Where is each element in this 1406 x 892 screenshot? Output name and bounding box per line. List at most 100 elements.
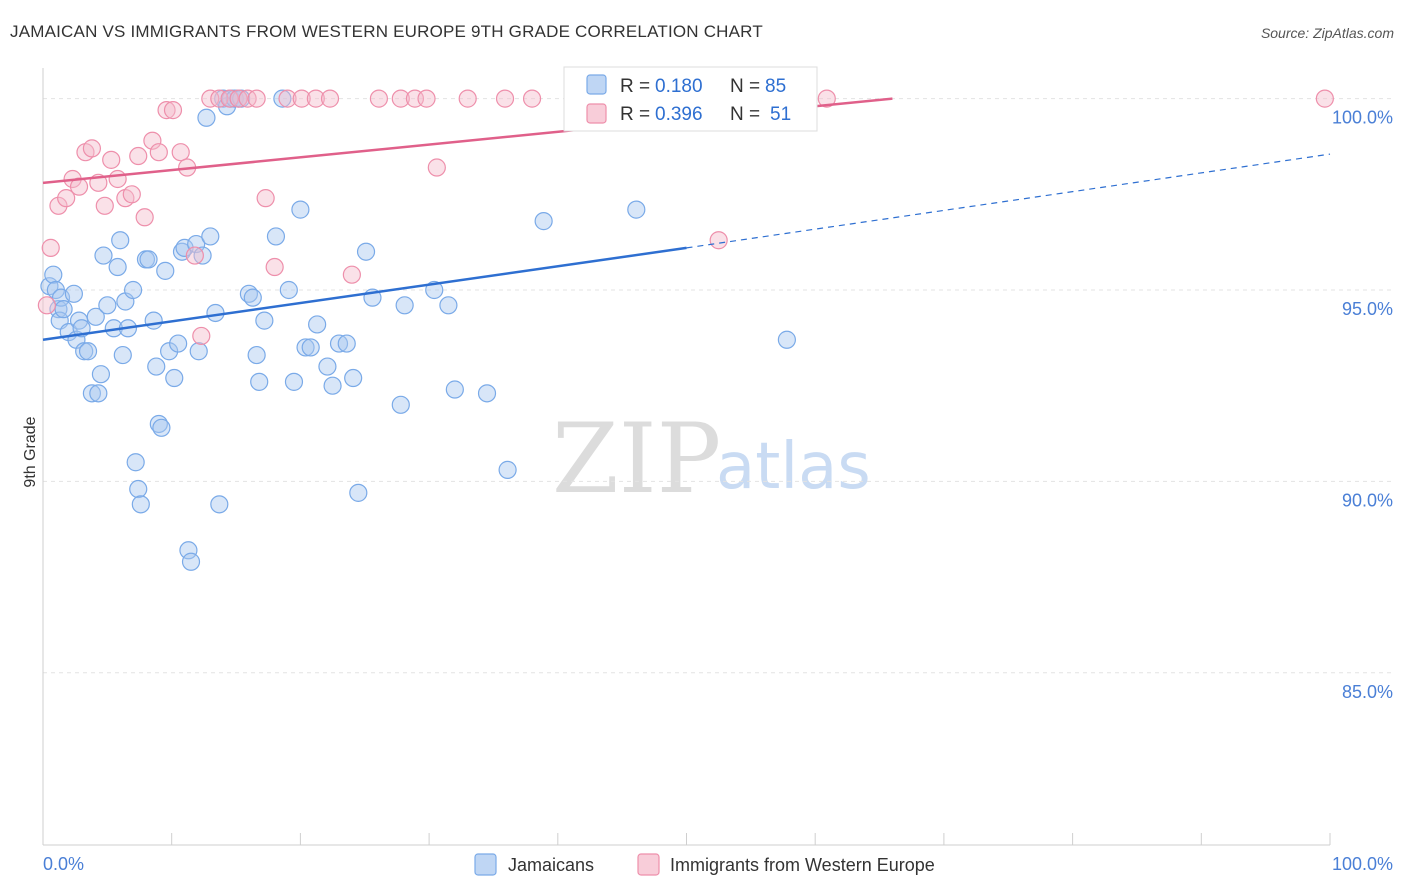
jamaicans-point-76 bbox=[356, 242, 376, 261]
western-europe-point-22 bbox=[185, 246, 204, 265]
jamaicans-point-66 bbox=[291, 200, 310, 219]
western-europe-point-41 bbox=[427, 158, 446, 177]
series-legend: Jamaicans Immigrants from Western Europe bbox=[474, 853, 935, 876]
western-europe-point-3 bbox=[57, 189, 76, 208]
jamaicans-point-1 bbox=[44, 265, 63, 284]
western-europe-point-0 bbox=[37, 296, 56, 315]
y-tick-labels: 85.0% 90.0% 95.0% 100.0% bbox=[1332, 108, 1393, 702]
legend-r-label-1: R = bbox=[620, 76, 650, 97]
legend-swatch-western-europe bbox=[586, 103, 607, 124]
jamaicans-point-12 bbox=[75, 342, 94, 361]
jamaicans-point-81 bbox=[439, 296, 458, 315]
jamaicans-point-68 bbox=[301, 338, 320, 357]
western-europe-point-1 bbox=[41, 238, 60, 257]
jamaicans-point-69 bbox=[308, 315, 327, 334]
legend-n-value-2: 51 bbox=[770, 104, 791, 125]
jamaicans-point-79 bbox=[395, 296, 414, 315]
western-europe-point-29 bbox=[247, 89, 266, 108]
x-ticks bbox=[42, 833, 1331, 845]
jamaicans-point-58 bbox=[243, 288, 262, 307]
western-europe-point-25 bbox=[210, 89, 229, 108]
jamaicans-point-85 bbox=[534, 212, 553, 231]
western-europe-point-16 bbox=[143, 131, 162, 150]
bottom-legend-swatch-western-europe bbox=[637, 853, 660, 876]
jamaicans-point-65 bbox=[284, 372, 304, 391]
jamaicans-point-19 bbox=[98, 296, 117, 315]
jamaicans-point-50 bbox=[210, 495, 229, 514]
jamaicans-point-23 bbox=[113, 345, 132, 365]
jamaicans-point-59 bbox=[247, 345, 266, 365]
western-europe-point-50 bbox=[1315, 89, 1334, 108]
jamaicans-point-8 bbox=[64, 284, 83, 303]
legend-r-label-2: R = bbox=[620, 104, 650, 125]
jamaicans-point-41 bbox=[175, 238, 194, 257]
jamaicans-point-29 bbox=[131, 495, 150, 514]
legend-swatch-jamaicans bbox=[586, 74, 607, 95]
jamaicans-point-47 bbox=[197, 108, 216, 127]
western-europe-point-42 bbox=[458, 89, 477, 108]
jamaicans-trend-line bbox=[42, 246, 687, 341]
jamaicans-point-15 bbox=[86, 307, 105, 326]
jamaicans-point-17 bbox=[91, 365, 111, 384]
western-europe-point-18 bbox=[157, 101, 176, 120]
y-tick-label-90: 90.0% bbox=[1342, 490, 1393, 510]
jamaicans-point-28 bbox=[129, 479, 148, 499]
western-europe-point-2 bbox=[49, 196, 68, 215]
legend-n-label-1: N = bbox=[730, 76, 760, 97]
bottom-legend-swatch-jamaicans bbox=[474, 853, 497, 876]
western-europe-point-36 bbox=[342, 265, 361, 284]
bottom-legend-label-jamaicans: Jamaicans bbox=[508, 855, 594, 875]
western-europe-point-23 bbox=[192, 326, 211, 346]
legend-n-value-1: 85 bbox=[765, 76, 786, 97]
jamaicans-point-31 bbox=[139, 250, 158, 269]
western-europe-point-32 bbox=[278, 89, 297, 108]
jamaicans-point-39 bbox=[169, 334, 188, 353]
jamaicans-point-63 bbox=[273, 89, 292, 108]
jamaicans-point-67 bbox=[296, 338, 315, 357]
jamaicans-trend-extension bbox=[686, 153, 1331, 249]
jamaicans-point-70 bbox=[318, 357, 337, 376]
chart-title: JAMAICAN VS IMMIGRANTS FROM WESTERN EURO… bbox=[10, 22, 763, 41]
western-europe-point-35 bbox=[320, 89, 340, 108]
jamaicans-point-45 bbox=[189, 342, 208, 361]
western-europe-point-13 bbox=[122, 185, 141, 204]
series-jamaicans bbox=[40, 89, 796, 571]
watermark-zip: ZIP bbox=[552, 403, 721, 515]
x-tick-label-min: 0.0% bbox=[43, 854, 84, 874]
x-tick-label-max: 100.0% bbox=[1332, 854, 1393, 874]
jamaicans-point-33 bbox=[147, 357, 166, 376]
jamaicans-point-26 bbox=[123, 280, 143, 300]
jamaicans-point-32 bbox=[144, 311, 163, 330]
western-europe-point-9 bbox=[95, 196, 114, 215]
jamaicans-point-83 bbox=[477, 384, 497, 403]
jamaicans-point-42 bbox=[179, 541, 198, 560]
western-europe-point-38 bbox=[391, 89, 410, 108]
western-europe-point-31 bbox=[265, 257, 284, 277]
jamaicans-point-78 bbox=[391, 395, 410, 414]
jamaicans-point-73 bbox=[337, 334, 356, 353]
western-europe-point-37 bbox=[369, 89, 389, 108]
gridlines bbox=[43, 98, 1393, 674]
western-europe-point-30 bbox=[256, 189, 275, 208]
jamaicans-point-44 bbox=[187, 234, 206, 254]
jamaicans-point-27 bbox=[126, 453, 145, 472]
jamaicans-point-61 bbox=[255, 311, 274, 330]
jamaicans-point-86 bbox=[627, 200, 646, 219]
legend-r-value-2: 0.396 bbox=[655, 104, 703, 125]
y-tick-label-85: 85.0% bbox=[1342, 682, 1393, 702]
jamaicans-point-3 bbox=[49, 300, 68, 319]
jamaicans-point-35 bbox=[152, 418, 171, 437]
jamaicans-point-74 bbox=[344, 368, 363, 388]
western-europe-point-20 bbox=[171, 143, 190, 162]
western-europe-point-40 bbox=[417, 89, 436, 108]
western-europe-point-11 bbox=[108, 169, 127, 189]
jamaicans-point-54 bbox=[225, 89, 244, 108]
jamaicans-point-64 bbox=[279, 280, 298, 300]
jamaicans-point-36 bbox=[156, 261, 175, 280]
jamaicans-point-72 bbox=[329, 334, 349, 353]
western-europe-point-10 bbox=[102, 150, 121, 169]
watermark-atlas: atlas bbox=[716, 430, 871, 504]
western-europe-point-7 bbox=[82, 139, 102, 158]
trend-lines bbox=[42, 97, 1331, 341]
